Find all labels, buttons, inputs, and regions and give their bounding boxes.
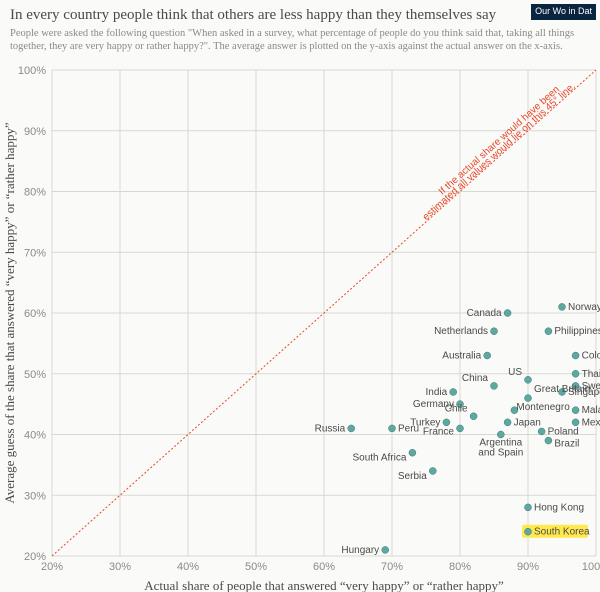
point-hong-kong — [525, 504, 532, 511]
label: India — [426, 387, 448, 398]
point-russia — [348, 425, 355, 432]
label: Russia — [315, 423, 346, 434]
label: Netherlands — [434, 326, 488, 337]
point-thailand — [572, 370, 579, 377]
label: US — [508, 367, 522, 378]
point-turkey — [443, 419, 450, 426]
svg-text:estimated all values would lie: estimated all values would lie on this 4… — [421, 81, 578, 223]
point-norway — [559, 303, 566, 310]
point-south-korea — [525, 528, 532, 535]
svg-text:40%: 40% — [177, 561, 199, 573]
svg-text:50%: 50% — [245, 561, 267, 573]
svg-text:70%: 70% — [24, 247, 46, 259]
svg-text:50%: 50% — [24, 369, 46, 381]
label: Peru — [398, 423, 419, 434]
label: Mexico — [582, 417, 600, 428]
point-south-africa — [409, 449, 416, 456]
point-colombia — [572, 352, 579, 359]
svg-text:70%: 70% — [381, 561, 403, 573]
scatter-plot: 20%20%30%30%40%40%50%50%60%60%70%70%80%8… — [0, 0, 600, 592]
point-mexico — [572, 419, 579, 426]
label: Australia — [442, 351, 481, 362]
point-australia — [484, 352, 491, 359]
svg-text:If the actual share would have: If the actual share would have been — [437, 84, 562, 197]
svg-text:60%: 60% — [313, 561, 335, 573]
label: Philippines — [554, 326, 600, 337]
label: South Korea — [534, 527, 590, 538]
label: Japan — [514, 417, 541, 428]
point-chile — [470, 413, 477, 420]
label: Colombia — [582, 351, 600, 362]
point-china — [491, 382, 498, 389]
label: Malaysia — [582, 405, 600, 416]
label: and Spain — [478, 448, 523, 459]
point-serbia — [429, 467, 436, 474]
label: Brazil — [554, 439, 579, 450]
point-canada — [504, 310, 511, 317]
label: Canada — [467, 308, 502, 319]
point-us — [525, 376, 532, 383]
point-france — [457, 425, 464, 432]
svg-text:60%: 60% — [24, 308, 46, 320]
point-peru — [389, 425, 396, 432]
label: Poland — [548, 426, 579, 437]
svg-text:90%: 90% — [24, 126, 46, 138]
svg-text:30%: 30% — [109, 561, 131, 573]
label: South Africa — [352, 453, 406, 464]
svg-text:90%: 90% — [517, 561, 539, 573]
label: Thailand — [582, 369, 600, 380]
label: Serbia — [398, 471, 427, 482]
svg-text:20%: 20% — [24, 551, 46, 563]
svg-text:30%: 30% — [24, 490, 46, 502]
point-poland — [538, 428, 545, 435]
label: Montenegro — [516, 402, 570, 413]
label: France — [423, 426, 455, 437]
svg-text:100%: 100% — [582, 561, 600, 573]
point-great-britain — [525, 395, 532, 402]
label: Chile — [445, 403, 468, 414]
point-hungary — [382, 546, 389, 553]
label: Hungary — [341, 545, 379, 556]
label: China — [462, 373, 489, 384]
label: Hong Kong — [534, 502, 584, 513]
label: Norway — [568, 302, 600, 313]
point-japan — [504, 419, 511, 426]
svg-text:100%: 100% — [18, 65, 46, 77]
point-brazil — [545, 437, 552, 444]
svg-text:Average guess of the share tha: Average guess of the share that answered… — [2, 122, 17, 504]
label: Great Britain — [534, 384, 590, 395]
svg-text:40%: 40% — [24, 430, 46, 442]
svg-text:80%: 80% — [449, 561, 471, 573]
point-india — [450, 388, 457, 395]
point-netherlands — [491, 328, 498, 335]
point-philippines — [545, 328, 552, 335]
svg-text:Actual share of people that an: Actual share of people that answered “ve… — [144, 578, 504, 592]
point-malaysia — [572, 407, 579, 414]
svg-text:80%: 80% — [24, 187, 46, 199]
